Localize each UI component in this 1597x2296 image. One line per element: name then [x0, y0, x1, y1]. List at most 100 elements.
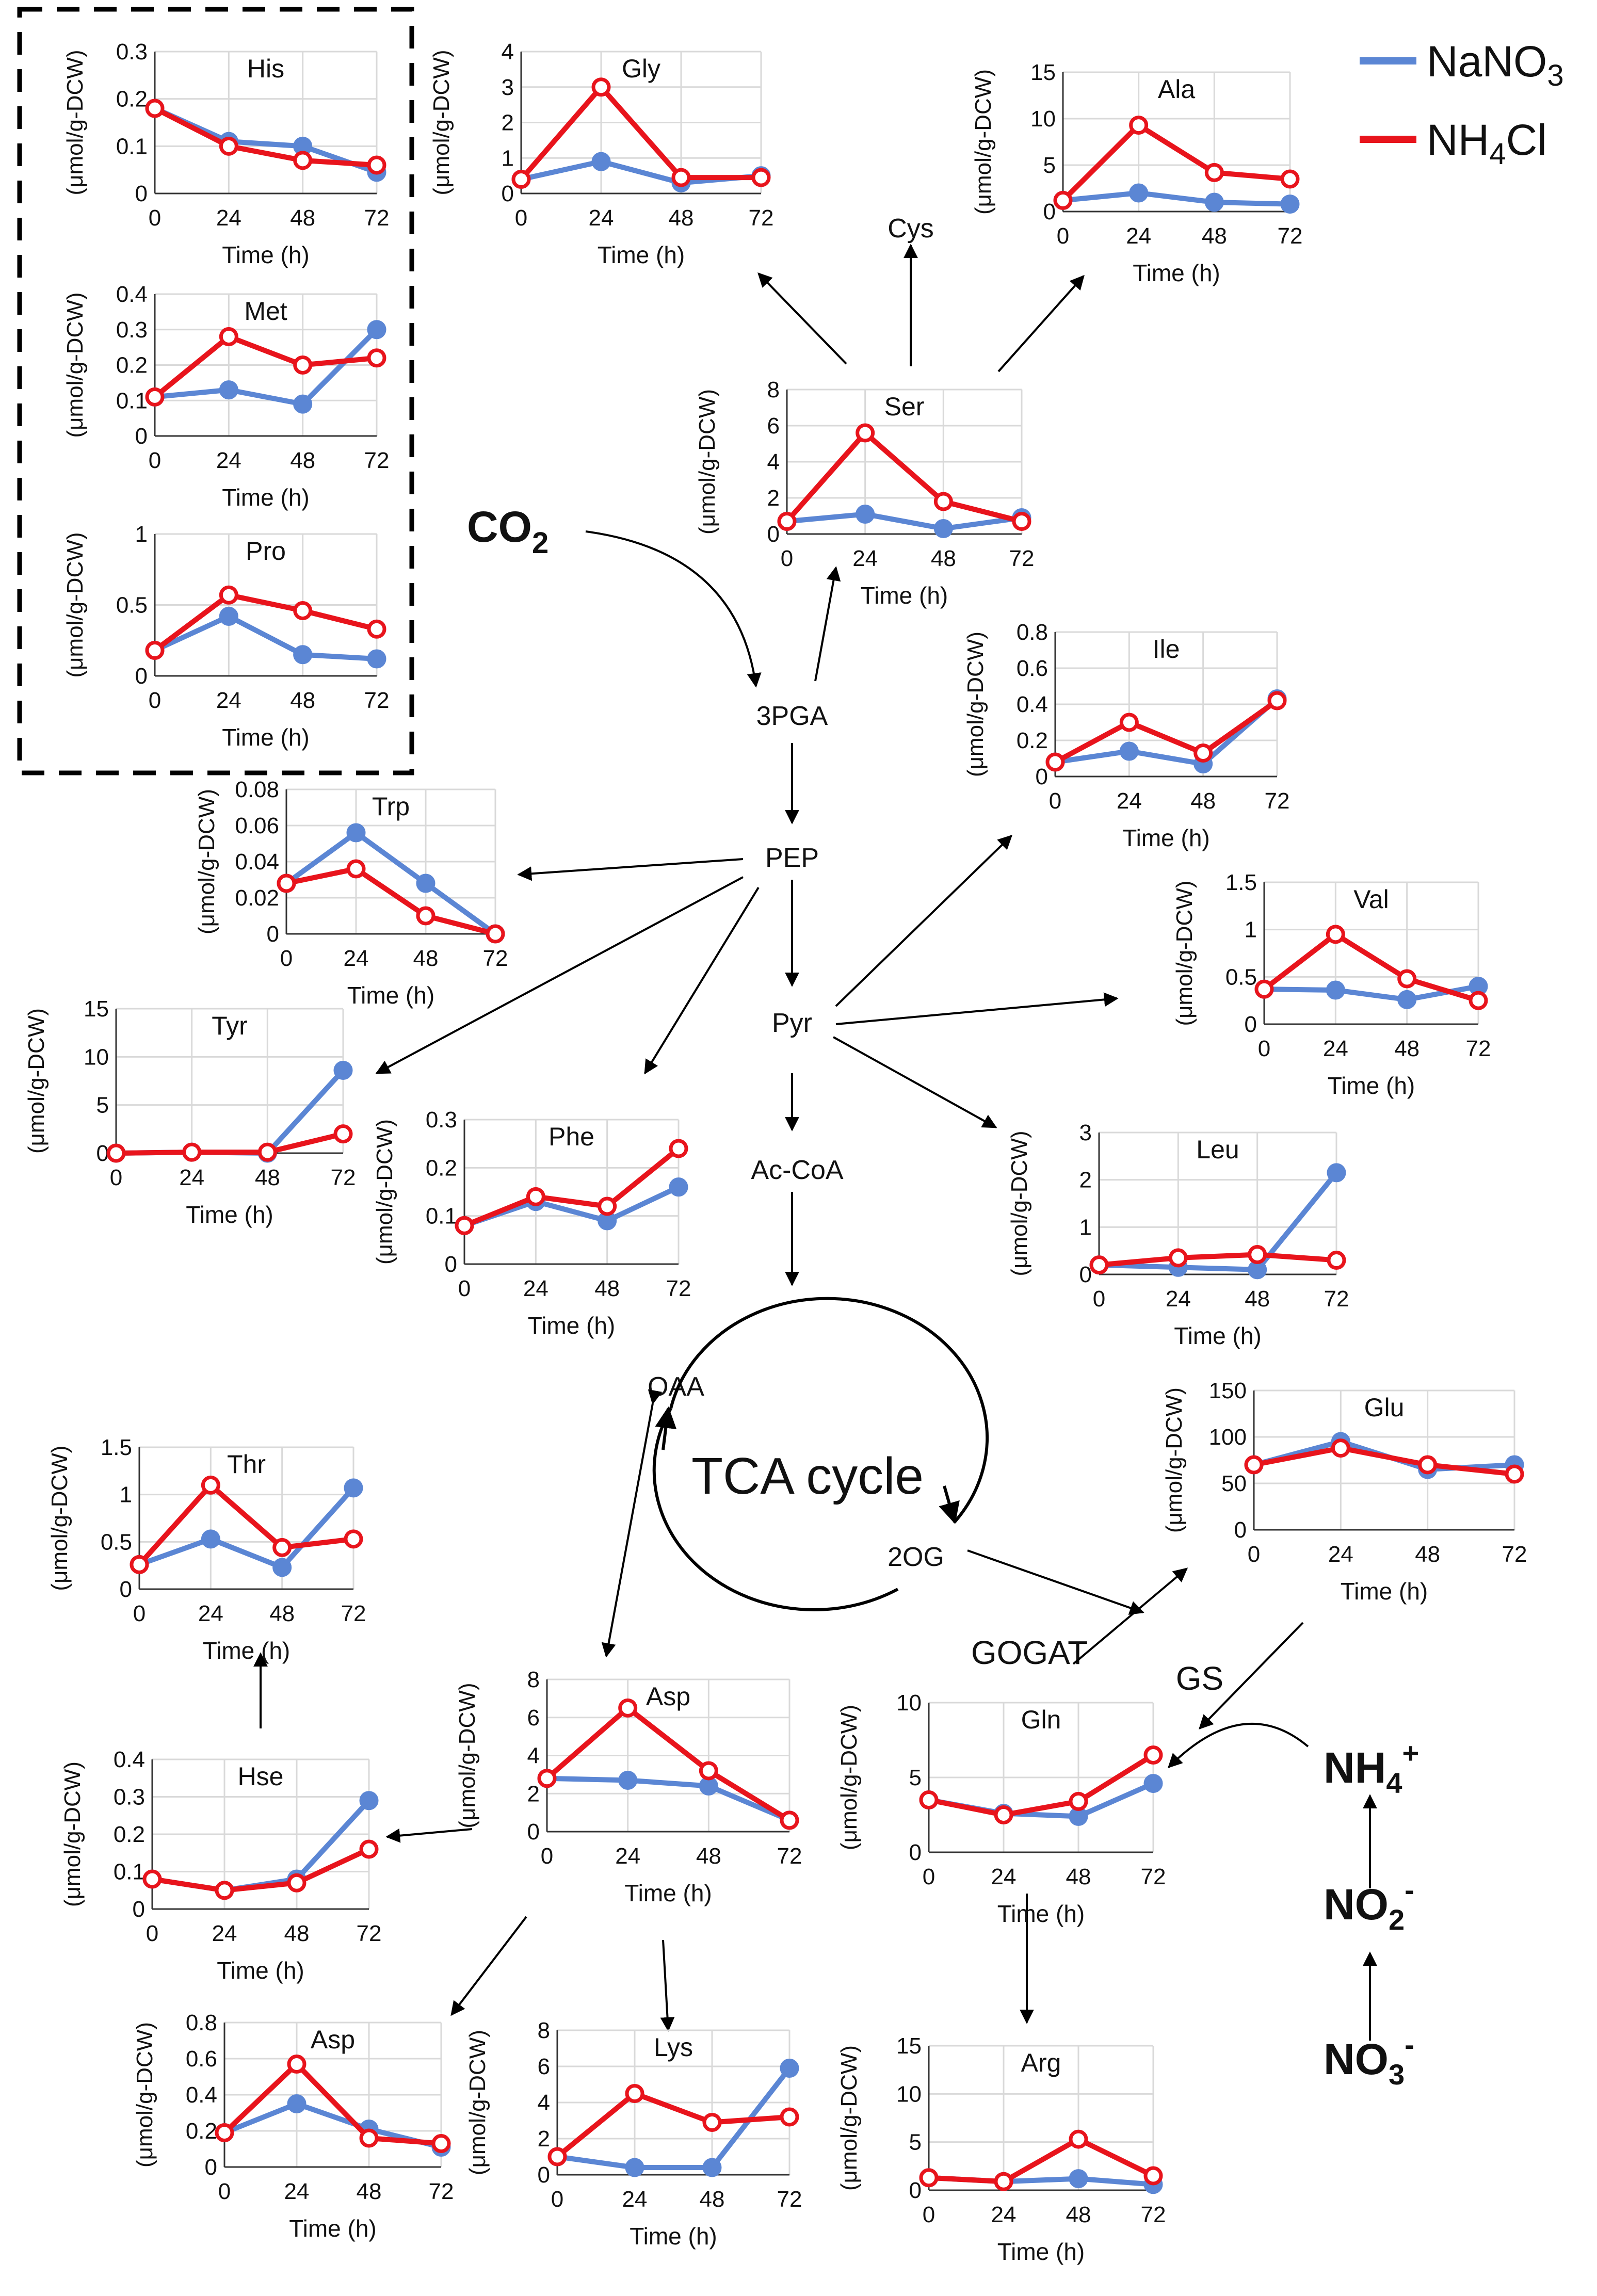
met-ytick-label: 0.4	[116, 282, 148, 307]
leu-point-nh4cl	[1327, 1251, 1346, 1270]
pro-point-nh4cl	[367, 619, 386, 639]
ala-point-nano3	[1204, 192, 1224, 212]
asp-2-xtick-label: 48	[357, 2179, 382, 2204]
gogat-label: GOGAT	[971, 1634, 1088, 1671]
arrow-asp-lys	[660, 1939, 675, 2032]
cys-label: Cys	[888, 214, 934, 244]
gln-ytick-label: 0	[909, 1840, 922, 1865]
thr-point-nano3	[344, 1478, 363, 1498]
asp-point-nh4cl	[618, 1698, 638, 1718]
asp-2-ytick-label: 0.6	[186, 2046, 217, 2072]
met-ytick-label: 0.1	[116, 388, 148, 413]
gln-line-nano3	[928, 1781, 1155, 1819]
asp-2-xtick-label: 0	[218, 2179, 231, 2204]
his-ytick-label: 0.2	[116, 87, 148, 112]
accoa-label: Ac-CoA	[751, 1155, 843, 1185]
chart-gln: 0 5 10 0 24 48 72 Time (h) (μmol/g-DCW) Gln	[836, 1690, 1166, 1927]
asp-ytick-label: 6	[527, 1705, 540, 1731]
arrow-ser-gly	[757, 272, 847, 365]
leu-title: Leu	[1196, 1135, 1239, 1164]
trp-point-nh4cl	[346, 859, 366, 879]
lys-y-axis-label: (μmol/g-DCW)	[465, 2030, 490, 2175]
asp-point-nh4cl	[537, 1769, 557, 1788]
gln-ytick-label: 5	[909, 1765, 922, 1790]
thr-xtick-label: 48	[269, 1601, 295, 1626]
gln-point-nh4cl	[1143, 1745, 1163, 1765]
leu-xtick-label: 48	[1245, 1286, 1270, 1312]
hse-point-nh4cl	[142, 1869, 162, 1889]
trp-line-nano3	[285, 830, 497, 936]
ile-line-nano3	[1055, 697, 1279, 767]
leu-point-nano3	[1248, 1260, 1267, 1280]
tyr-point-nano3	[333, 1060, 353, 1080]
gly-xtick-label: 0	[515, 205, 527, 231]
asp-2-ytick-label: 0	[205, 2155, 217, 2180]
chart-gly: 0 1 2 3 4 0 24 48 72 Time (h) (μmol/g-DCW) Gly	[429, 39, 773, 268]
leu-xtick-label: 24	[1166, 1286, 1191, 1312]
arg-xtick-label: 48	[1066, 2202, 1091, 2227]
glu-xtick-label: 72	[1502, 1542, 1527, 1567]
glu-point-nh4cl	[1418, 1455, 1438, 1475]
trp-xtick-label: 72	[483, 946, 508, 971]
leu-xtick-label: 0	[1093, 1286, 1105, 1312]
hse-ytick-label: 0.1	[114, 1860, 145, 1885]
pro-ytick-label: 1	[135, 522, 148, 547]
ile-xtick-label: 72	[1265, 788, 1290, 814]
gln-xtick-label: 48	[1066, 1864, 1091, 1889]
ile-xtick-label: 48	[1190, 788, 1216, 814]
met-ytick-label: 0.2	[116, 353, 148, 378]
ala-xtick-label: 0	[1057, 223, 1069, 249]
phe-line-nano3	[463, 1185, 680, 1228]
asp-point-nh4cl	[780, 1810, 799, 1830]
his-xtick-label: 48	[290, 205, 315, 231]
met-xtick-label: 48	[290, 448, 315, 473]
tca-arrow-oaa	[655, 1406, 677, 1450]
no2-label: NO2-	[1324, 1873, 1414, 1936]
asp-2-point-nh4cl	[431, 2134, 451, 2153]
pro-xtick-label: 72	[364, 688, 390, 713]
ala-point-nh4cl	[1280, 169, 1300, 189]
co2-label: CO2	[467, 503, 549, 560]
glu-title: Glu	[1364, 1393, 1405, 1422]
ile-point-nh4cl	[1045, 752, 1065, 772]
met-y-axis-label: (μmol/g-DCW)	[62, 293, 88, 438]
thr-ytick-label: 0.5	[101, 1529, 132, 1555]
trp-point-nano3	[416, 874, 435, 893]
trp-line-nh4cl	[285, 866, 496, 936]
lys-point-nh4cl	[625, 2084, 644, 2103]
thr-xtick-label: 72	[341, 1601, 366, 1626]
lys-ytick-label: 6	[538, 2054, 550, 2079]
arg-ytick-label: 10	[896, 2081, 922, 2107]
tyr-x-axis-label: Time (h)	[186, 1201, 273, 1228]
glu-line-nh4cl	[1253, 1445, 1515, 1477]
met-xtick-label: 0	[149, 448, 161, 473]
hse-xtick-label: 0	[146, 1921, 158, 1946]
glu-ytick-label: 100	[1209, 1425, 1247, 1450]
met-xtick-label: 72	[364, 448, 390, 473]
asp-xtick-label: 0	[541, 1844, 553, 1869]
asp-y-axis-label: (μmol/g-DCW)	[455, 1683, 480, 1829]
ser-line-nano3	[786, 511, 1022, 531]
ile-ytick-label: 0	[1036, 764, 1048, 789]
his-point-nh4cl	[219, 136, 238, 156]
leu-ytick-label: 2	[1079, 1168, 1092, 1193]
lys-point-nh4cl	[547, 2147, 567, 2166]
ser-point-nano3	[933, 519, 953, 538]
his-ytick-label: 0.3	[116, 39, 148, 64]
ile-ytick-label: 0.6	[1017, 656, 1048, 681]
tyr-point-nh4cl	[106, 1143, 126, 1163]
arrow-pep-tyr	[375, 876, 744, 1074]
pro-y-axis-label: (μmol/g-DCW)	[62, 532, 88, 678]
ser-point-nano3	[856, 505, 875, 524]
ser-point-nh4cl	[856, 423, 875, 443]
met-xtick-label: 24	[216, 448, 241, 473]
asp-2-ytick-label: 0.4	[186, 2082, 217, 2108]
arg-point-nano3	[1069, 2169, 1088, 2189]
ser-title: Ser	[884, 392, 925, 421]
arg-point-nh4cl	[919, 2168, 939, 2188]
hse-ytick-label: 0.2	[114, 1822, 145, 1847]
gly-ytick-label: 2	[502, 110, 514, 136]
pro-title: Pro	[246, 537, 286, 565]
gly-x-axis-label: Time (h)	[598, 241, 685, 268]
his-y-axis-label: (μmol/g-DCW)	[62, 50, 88, 196]
